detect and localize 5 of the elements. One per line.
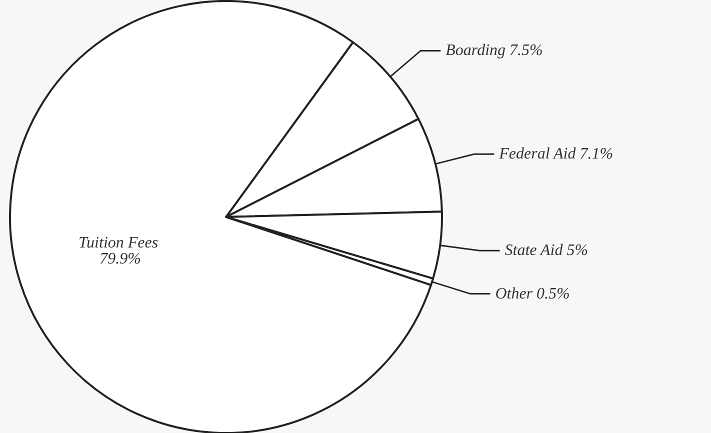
slice-label: Federal Aid 7.1%	[498, 146, 614, 163]
slice-label: Other 0.5%	[495, 285, 570, 302]
slice-label: Tuition Fees 79.9%	[78, 234, 162, 268]
slice-label: Boarding 7.5%	[446, 42, 543, 60]
slice-label: State Aid 5%	[504, 242, 588, 260]
